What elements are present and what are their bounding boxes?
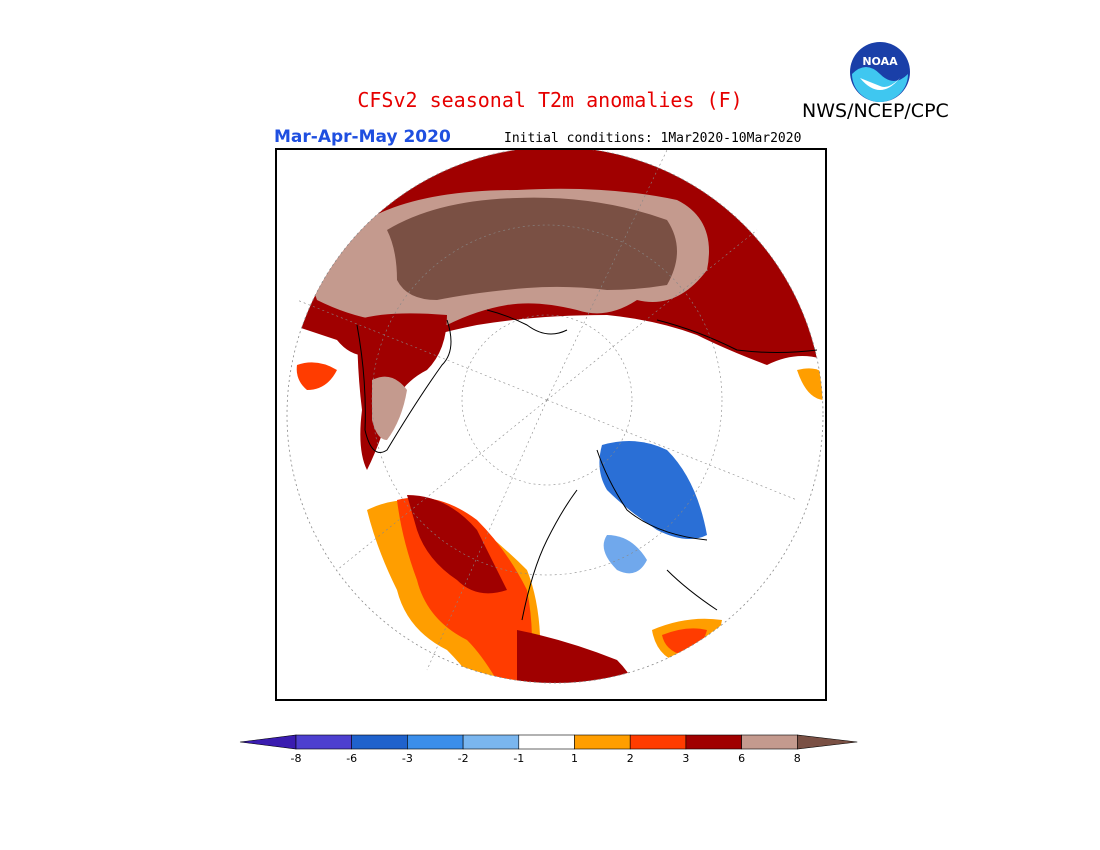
europe-orange-region <box>296 362 337 390</box>
season-label: Mar-Apr-May 2020 <box>274 127 451 147</box>
colorbar-swatches <box>239 734 858 750</box>
colorbar-tick-label: 2 <box>626 752 634 765</box>
hudson-cold-region <box>599 441 707 539</box>
noaa-logo: NOAA <box>850 42 910 102</box>
colorbar-swatch <box>351 734 408 750</box>
polar-map-svg <box>286 150 824 684</box>
colorbar-tick-label: 3 <box>682 752 690 765</box>
colorbar-tick-label: 1 <box>571 752 578 765</box>
colorbar-tick-label: -8 <box>290 752 302 765</box>
colorbar-swatch <box>518 734 575 750</box>
colorbar-swatch <box>295 734 353 750</box>
colorbar-arrow-high <box>796 734 858 750</box>
colorbar-swatch <box>462 734 520 750</box>
labrador-cool-region <box>603 535 647 574</box>
colorbar-swatch <box>407 734 464 750</box>
colorbar-swatch <box>685 734 742 750</box>
colorbar-swatch <box>574 734 631 750</box>
initial-conditions-label: Initial conditions: 1Mar2020-10Mar2020 <box>504 131 802 146</box>
colorbar-tick-label: -6 <box>346 752 358 765</box>
anomaly-map <box>275 148 827 701</box>
europe-east-warm-region <box>797 368 823 400</box>
siberia-over-8-region <box>387 197 677 300</box>
logo-text: NOAA <box>862 55 898 68</box>
colorbar-tick-label: 8 <box>793 752 801 765</box>
colorbar-arrow-low <box>239 734 297 750</box>
colorbar-swatch <box>741 734 798 750</box>
central-na-darkred-region <box>517 630 637 683</box>
agency-label: NWS/NCEP/CPC <box>802 100 949 122</box>
west-na-darkred-region <box>407 495 507 594</box>
greenland-core-region <box>372 376 407 440</box>
page-title: CFSv2 seasonal T2m anomalies (F) <box>357 88 743 112</box>
colorbar-tick-label: -3 <box>401 752 413 765</box>
color-scale-legend <box>238 732 863 782</box>
colorbar-swatch <box>629 734 687 750</box>
colorbar-svg <box>239 734 858 750</box>
colorbar-tick-label: -2 <box>457 752 469 765</box>
colorbar-tick-label: 6 <box>738 752 746 765</box>
colorbar-tick-label: -1 <box>513 752 525 765</box>
